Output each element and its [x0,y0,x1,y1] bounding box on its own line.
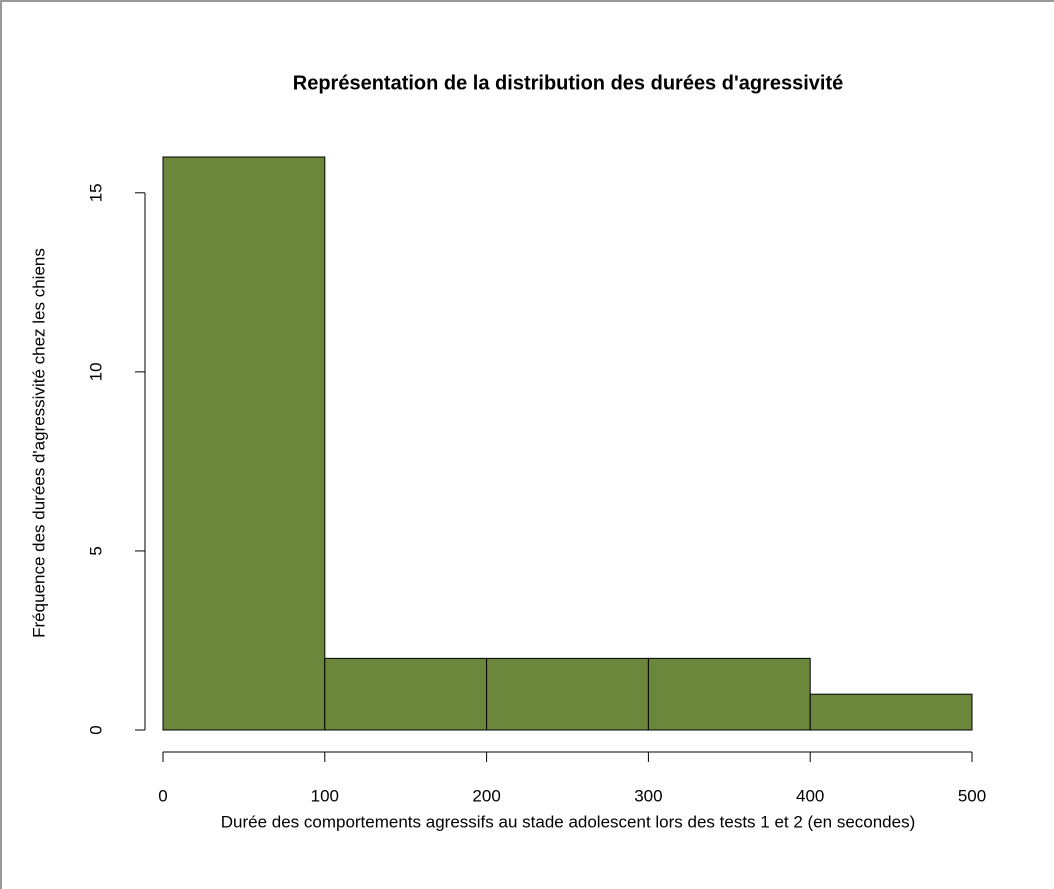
x-tick-label: 100 [311,786,339,805]
bar [809,693,973,731]
bar [162,156,326,731]
y-axis-label: Fréquence des durées d'agressivité chez … [29,248,48,638]
x-tick-label: 500 [958,786,986,805]
x-tick-label: 0 [158,786,167,805]
x-tick-label: 400 [796,786,824,805]
bar [486,657,649,731]
y-tick-label: 0 [86,725,105,734]
x-tick-label: 200 [472,786,500,805]
bar [324,657,488,731]
bar [647,657,811,731]
x-tick-label: 300 [634,786,662,805]
y-tick-label: 15 [86,183,105,202]
x-axis-label: Durée des comportements agressifs au sta… [221,812,916,831]
y-tick-label: 10 [86,362,105,381]
y-tick-label: 5 [86,546,105,555]
chart-title: Représentation de la distribution des du… [293,72,843,94]
